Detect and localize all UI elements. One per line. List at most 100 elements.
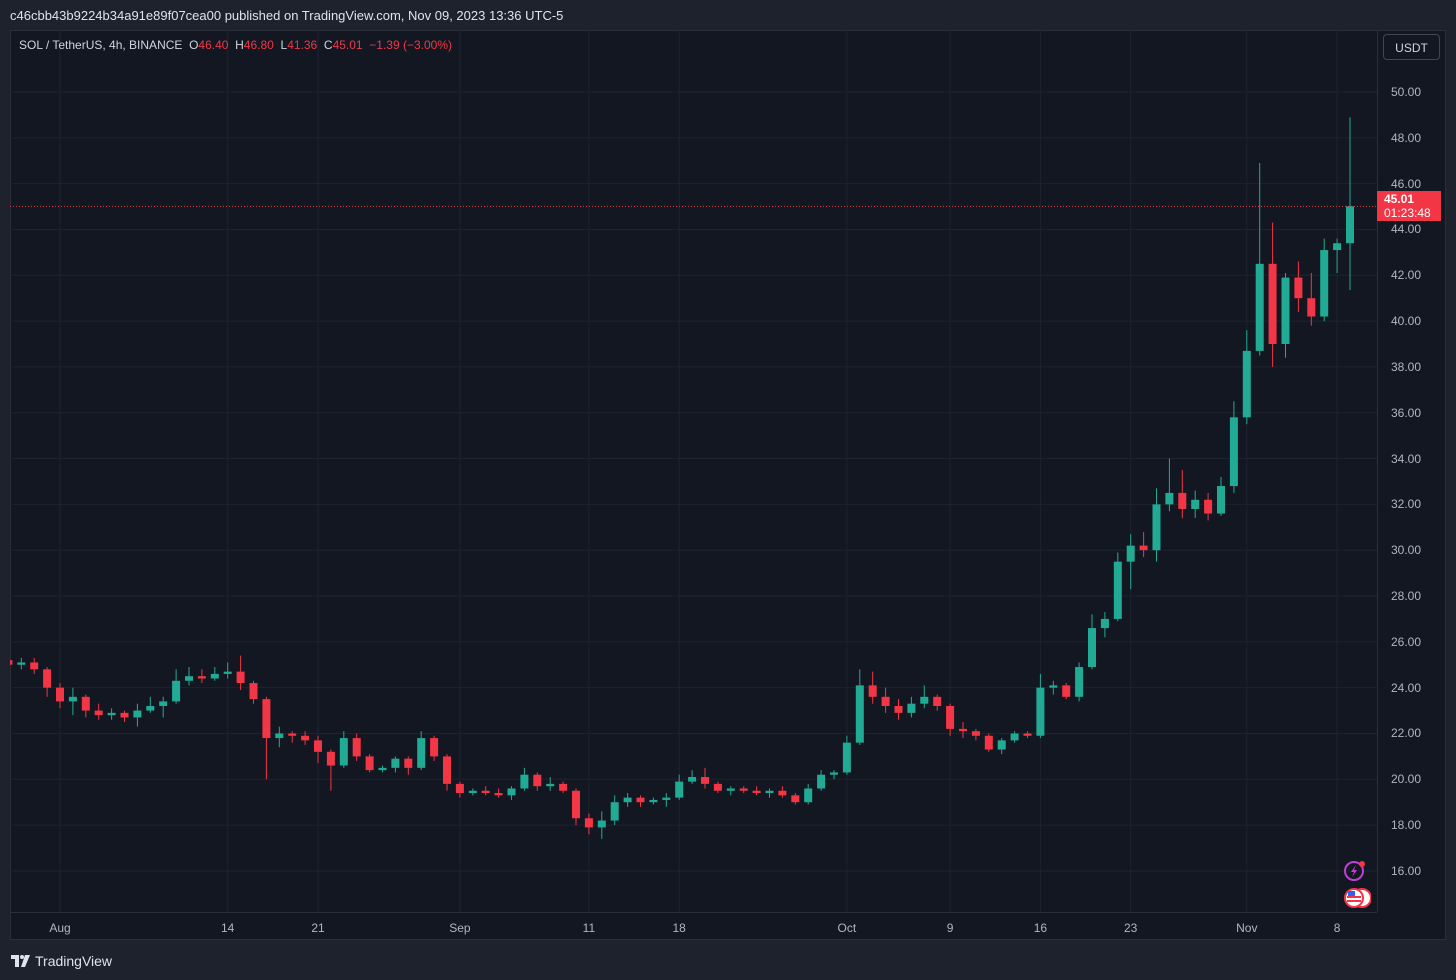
open-value: 46.40 — [198, 38, 229, 52]
candle-body — [1255, 263, 1264, 351]
candle-body — [1139, 545, 1148, 551]
price-tick-label: 18.00 — [1391, 818, 1422, 833]
candle-body — [1165, 492, 1174, 505]
chart-event-icons — [1344, 861, 1371, 908]
candle-body — [301, 735, 310, 741]
candle-body — [378, 767, 387, 771]
price-tick-label: 44.00 — [1391, 222, 1422, 237]
us-flag-events-icon[interactable] — [1344, 888, 1371, 908]
lightning-alert-icon[interactable] — [1344, 861, 1365, 881]
time-tick-label: Nov — [1236, 921, 1258, 935]
candle-body — [726, 788, 735, 791]
chart-panel — [10, 30, 1446, 940]
candle-body — [1204, 499, 1213, 514]
candle-body — [210, 673, 219, 679]
candle-body — [894, 705, 903, 713]
candle-body — [352, 738, 361, 757]
candle-body — [494, 793, 503, 796]
candle-body — [275, 733, 284, 739]
time-tick-label: 16 — [1033, 921, 1048, 935]
candle-body — [701, 777, 709, 784]
logo-text: TradingView — [35, 953, 113, 969]
candle-body — [172, 680, 181, 702]
candle-body — [404, 758, 413, 768]
candle-body — [830, 772, 838, 775]
candle-body — [185, 676, 193, 681]
candle-body — [1075, 667, 1084, 697]
price-tick-label: 40.00 — [1391, 314, 1422, 329]
candle-body — [804, 788, 813, 803]
candle-body — [920, 696, 929, 704]
candle-body — [546, 783, 555, 787]
candle-body — [675, 781, 684, 798]
candle-body — [907, 703, 916, 713]
candle-body — [1217, 486, 1225, 514]
candle-body — [997, 740, 1006, 750]
candle-body — [249, 683, 258, 700]
candle-body — [326, 751, 335, 766]
high-label: H — [235, 38, 244, 52]
tradingview-logo-icon — [11, 955, 30, 967]
price-tick-label: 24.00 — [1391, 680, 1422, 695]
candle-body — [1281, 277, 1290, 345]
candle-body — [10, 660, 13, 665]
candle-body — [507, 788, 516, 796]
candle-body — [855, 685, 864, 743]
time-tick-label: 9 — [946, 921, 954, 935]
candle-body — [1062, 685, 1071, 697]
candle-body — [533, 774, 542, 787]
candle-body — [43, 669, 52, 688]
last-price-label: 45.01 01:23:48 — [1377, 191, 1441, 221]
candle-body — [443, 756, 451, 784]
candle-body — [1010, 733, 1019, 741]
candle-body — [314, 740, 322, 752]
candle-body — [559, 783, 568, 791]
candle-body — [30, 662, 39, 670]
candle-body — [1191, 499, 1200, 509]
candle-body — [868, 685, 877, 697]
candle-body — [1320, 250, 1329, 317]
candle-body — [1294, 277, 1303, 299]
price-tick-label: 42.00 — [1391, 268, 1422, 283]
candle-body — [765, 790, 774, 794]
candle-body — [236, 671, 245, 684]
candle-body — [1100, 618, 1109, 629]
symbol-legend: SOL / TetherUS, 4h, BINANCE O46.40 H46.8… — [19, 38, 452, 52]
price-tick-label: 22.00 — [1391, 726, 1422, 741]
price-tick-label: 48.00 — [1391, 130, 1422, 145]
bar-countdown: 01:23:48 — [1384, 206, 1431, 220]
time-axis[interactable] — [10, 912, 1377, 941]
chart-plot-area[interactable] — [10, 30, 1377, 912]
candle-body — [1333, 243, 1342, 251]
low-label: L — [280, 38, 288, 52]
price-tick-label: 34.00 — [1391, 451, 1422, 466]
last-price: 45.01 — [1384, 192, 1415, 206]
change-value: −1.39 (−3.00%) — [369, 38, 452, 52]
candle-body — [971, 731, 980, 736]
candle-body — [17, 662, 26, 665]
close-value: 45.01 — [332, 38, 363, 52]
candle-body — [468, 790, 477, 794]
open-label: O — [189, 38, 199, 52]
candle-body — [597, 820, 606, 828]
candle-body — [946, 705, 955, 729]
candle-body — [842, 742, 851, 773]
candle-body — [107, 712, 116, 716]
candle-body — [662, 797, 671, 800]
price-tick-label: 36.00 — [1391, 405, 1422, 420]
low-value: 41.36 — [287, 38, 318, 52]
candle-body — [1113, 561, 1122, 619]
candle-body — [688, 777, 697, 782]
candle-body — [791, 795, 800, 803]
candle-body — [572, 790, 580, 819]
price-axis[interactable] — [1377, 30, 1447, 912]
candle-body — [365, 756, 374, 771]
candle-body — [1126, 545, 1135, 562]
tradingview-logo[interactable]: TradingView — [11, 953, 112, 969]
currency-button[interactable]: USDT — [1383, 34, 1440, 60]
candle-body — [1023, 733, 1032, 736]
candle-body — [197, 676, 206, 679]
candle-body — [223, 671, 232, 674]
candle-body — [146, 705, 155, 711]
symbol-name[interactable]: SOL / TetherUS, 4h, BINANCE — [19, 38, 183, 52]
